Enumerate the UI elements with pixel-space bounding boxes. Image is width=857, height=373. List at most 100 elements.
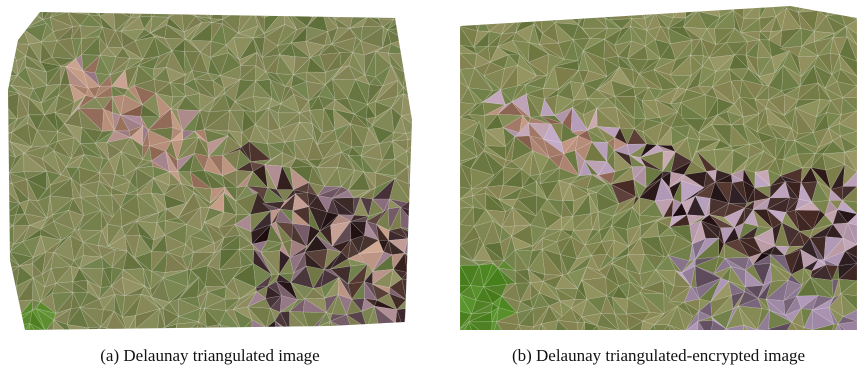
triangle <box>758 30 770 41</box>
triangle <box>470 168 495 190</box>
triangle <box>460 6 476 21</box>
triangle <box>645 117 664 124</box>
triangle <box>265 307 276 329</box>
triangle <box>262 202 282 212</box>
triangle <box>361 297 375 312</box>
triangle <box>769 254 792 275</box>
triangle <box>796 295 819 309</box>
triangle <box>263 12 285 19</box>
triangle <box>8 12 9 19</box>
triangle <box>69 83 87 103</box>
triangle <box>177 192 195 219</box>
triangle <box>8 202 21 219</box>
triangle <box>710 114 733 126</box>
triangle <box>221 174 238 188</box>
triangle <box>267 103 282 114</box>
triangle <box>340 238 352 260</box>
triangle <box>517 75 537 87</box>
triangle <box>207 249 221 266</box>
triangle <box>254 107 270 126</box>
triangle <box>8 151 11 174</box>
triangle <box>731 180 748 204</box>
triangle <box>317 320 331 330</box>
triangle <box>40 22 54 43</box>
triangle <box>35 301 56 314</box>
triangle <box>539 180 560 201</box>
triangle <box>238 331 252 340</box>
triangle <box>42 12 59 21</box>
triangle <box>152 326 174 330</box>
triangle <box>83 326 102 330</box>
triangle <box>53 319 76 330</box>
triangle <box>587 108 598 131</box>
triangle <box>70 95 86 116</box>
triangle <box>402 72 412 89</box>
triangle <box>140 285 153 298</box>
triangle <box>281 152 297 167</box>
triangle <box>316 185 342 197</box>
triangle <box>281 157 297 168</box>
triangle <box>282 239 293 259</box>
triangle <box>832 222 849 239</box>
triangle <box>561 6 580 13</box>
triangle <box>476 45 491 63</box>
triangle <box>621 17 633 30</box>
triangle <box>255 65 267 82</box>
triangle <box>319 52 341 73</box>
triangle <box>601 239 615 255</box>
triangle <box>830 323 839 330</box>
triangle <box>180 183 195 194</box>
triangle <box>606 141 615 163</box>
triangle <box>95 327 111 330</box>
triangle <box>485 209 507 228</box>
triangle <box>539 6 564 13</box>
triangle <box>739 96 760 118</box>
triangle <box>68 197 85 217</box>
triangle <box>762 263 772 286</box>
triangle <box>149 145 167 162</box>
triangle <box>176 321 200 330</box>
triangle <box>401 93 412 117</box>
triangle <box>460 206 475 227</box>
triangle <box>303 326 319 330</box>
triangle <box>403 322 412 330</box>
triangle <box>730 124 751 147</box>
triangle <box>106 223 123 248</box>
triangle <box>765 106 792 130</box>
triangle <box>340 170 356 191</box>
triangle <box>394 166 409 180</box>
triangle <box>299 112 314 124</box>
triangle <box>518 307 534 328</box>
triangle <box>633 179 640 199</box>
triangle <box>68 209 85 231</box>
triangle <box>8 324 20 330</box>
triangle <box>645 165 664 189</box>
triangle <box>743 324 757 330</box>
triangle <box>344 327 368 330</box>
triangle <box>162 307 180 328</box>
triangle <box>290 332 310 340</box>
triangle <box>581 27 609 39</box>
triangle <box>234 224 253 246</box>
triangle <box>482 284 508 297</box>
triangle <box>717 103 735 116</box>
triangle <box>671 198 683 218</box>
triangle <box>681 195 696 216</box>
triangle <box>153 66 168 81</box>
triangle <box>320 12 335 19</box>
triangle <box>831 278 840 299</box>
triangle <box>407 165 412 185</box>
triangle <box>803 327 814 330</box>
triangle <box>704 98 718 120</box>
triangle <box>573 6 588 13</box>
triangle <box>406 128 412 141</box>
triangle <box>98 293 116 311</box>
triangle <box>689 244 696 262</box>
triangle <box>306 225 321 248</box>
triangle <box>611 224 629 247</box>
triangle <box>406 136 412 153</box>
triangle <box>779 175 802 183</box>
triangle <box>558 167 581 182</box>
triangle <box>654 99 679 118</box>
triangle <box>497 267 517 285</box>
